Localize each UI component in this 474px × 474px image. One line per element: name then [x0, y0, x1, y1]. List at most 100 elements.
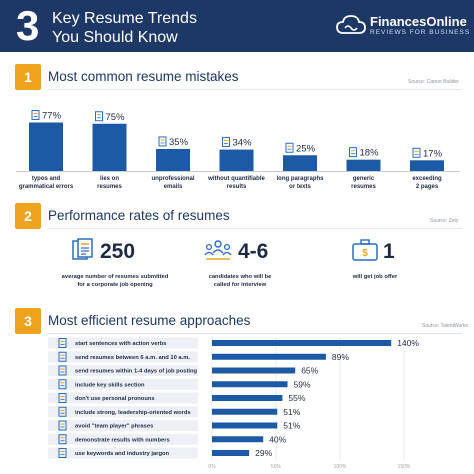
- mistake-bar-4: [283, 155, 317, 171]
- stat-candidates-value: 4-6: [238, 240, 269, 263]
- approach-row-bg-1: [48, 351, 198, 363]
- approach-value-label-4: 55%: [288, 393, 305, 403]
- stat-resumes-label-line1: average number of resumes submitted: [61, 274, 169, 280]
- briefcase-icon: $: [352, 239, 378, 261]
- mistake-category-label-4-0: long paragraphs: [276, 176, 324, 182]
- clock-icon: [58, 351, 67, 362]
- stat-candidates-label: candidates who will be called for interv…: [190, 273, 290, 289]
- approach-bar-1: [212, 353, 326, 360]
- section3-number: 3: [15, 308, 41, 334]
- section3-title: Most efficient resume approaches: [48, 313, 251, 328]
- stat-resumes-label-line2: for a corporate job opening: [77, 282, 153, 288]
- approach-tick-label-3: 150%: [398, 464, 411, 470]
- person-icon: [58, 393, 67, 403]
- lie-document-icon: [95, 111, 103, 122]
- approach-category-label-6: avoid "team player" phrases: [75, 424, 153, 430]
- approach-value-label-5: 51%: [283, 407, 300, 417]
- approach-category-label-3: include key skills section: [75, 382, 145, 388]
- approach-value-label-6: 51%: [283, 421, 300, 431]
- mistake-category-label-5-0: generic: [353, 176, 375, 182]
- approach-value-label-3: 59%: [294, 379, 311, 389]
- approach-row-bg-8: [48, 447, 198, 459]
- mistake-category-label-0-0: typos and: [32, 176, 61, 182]
- approach-category-label-8: use keywords and industry jargon: [75, 451, 170, 457]
- mistake-category-label-5-1: resumes: [351, 184, 376, 190]
- mistake-category-label-2-1: emails: [164, 184, 183, 190]
- brand-name: FinancesOnline: [370, 14, 467, 29]
- section2-divider: [48, 228, 462, 229]
- approach-category-label-7: demonstrate results with numbers: [75, 437, 170, 443]
- numbers-icon: [58, 434, 67, 445]
- approach-bar-5: [212, 408, 278, 415]
- header-title-line2: You Should Know: [52, 29, 178, 46]
- approach-category-label-1: send resumes between 6 a.m. and 10 a.m.: [75, 355, 190, 361]
- stat-candidates-label-line1: candidates who will be: [208, 274, 272, 280]
- svg-text:$: $: [362, 248, 368, 259]
- calendar-icon: [58, 365, 67, 376]
- approach-row-bg-7: [48, 433, 198, 445]
- generic-document-icon: [349, 147, 357, 158]
- brand-logo: FinancesOnline REVIEWS FOR BUSINESS: [336, 12, 469, 42]
- stat-offer-label-line1: will get job offer: [352, 274, 398, 280]
- approach-row-bg-0: [48, 337, 198, 349]
- approach-bar-8: [212, 450, 250, 456]
- mistake-bar-5: [346, 159, 381, 171]
- brand-tagline: REVIEWS FOR BUSINESS: [370, 29, 471, 36]
- approaches-bar-chart: 0% 50% 100% 150% start sentences with action…: [48, 337, 419, 470]
- approach-bar-3: [212, 381, 288, 388]
- mistake-category-label-2-0: unprofessional: [151, 176, 194, 182]
- pages-icon: [412, 147, 421, 158]
- approach-value-label-8: 29%: [255, 448, 272, 458]
- approach-bar-2: [212, 367, 296, 374]
- stat-offer-label: will get job offer: [330, 273, 420, 281]
- header-banner: 3 Key Resume Trends You Should Know Fina…: [0, 0, 474, 52]
- mistake-category-label-4-1: or texts: [289, 184, 311, 190]
- approach-category-label-4: don't use personal pronouns: [75, 396, 155, 402]
- approach-tick-label-1: 50%: [271, 464, 282, 470]
- verb-icon: [58, 338, 67, 348]
- section1-number: 1: [15, 64, 41, 90]
- mistake-value-label-3: 34%: [233, 138, 253, 149]
- approach-row-bg-4: [48, 392, 198, 404]
- list-icon: [58, 379, 67, 390]
- section3-source: Source: TalentWorks: [422, 323, 468, 329]
- approach-bar-6: [212, 422, 278, 429]
- mistake-category-label-0-1: grammatical errors: [19, 184, 74, 190]
- stat-resumes-label: average number of resumes submitted for …: [40, 273, 190, 289]
- mistake-category-label-6-1: 2 pages: [416, 184, 439, 190]
- mistake-bar-3: [219, 149, 254, 171]
- approach-bar-0: [212, 340, 392, 346]
- mistake-category-label-1-1: resumes: [97, 184, 122, 190]
- section2-number: 2: [15, 203, 41, 229]
- mistake-value-label-1: 75%: [106, 112, 126, 123]
- chart-document-icon: [222, 137, 230, 148]
- mistake-category-label-3-1: results: [227, 184, 247, 190]
- mistake-bar-2: [156, 148, 190, 171]
- mistakes-chart-baseline: [16, 171, 460, 172]
- approach-category-label-5: include strong, leadership-oriented word…: [75, 410, 191, 416]
- approach-value-label-2: 65%: [301, 366, 318, 376]
- header-title: Key Resume Trends You Should Know: [52, 9, 197, 47]
- mistake-bar-6: [410, 160, 444, 171]
- warning-document-icon: [31, 109, 40, 120]
- candidates-group-icon: [204, 240, 232, 260]
- mistake-category-label-6-0: exceeding: [412, 176, 442, 182]
- mistake-value-label-2: 35%: [169, 137, 189, 148]
- resumes-stack-icon: [72, 238, 93, 260]
- section3-divider: [48, 333, 462, 334]
- approach-row-bg-5: [48, 406, 198, 418]
- mistake-category-label-1-0: lies on: [100, 176, 119, 182]
- stat-resumes-value: 250: [100, 240, 136, 263]
- approach-category-label-0: start sentences with action verbs: [75, 341, 167, 347]
- mistake-category-label-3-0: without quantifiable: [207, 176, 265, 182]
- mistake-bar-1: [92, 123, 127, 171]
- section2-title: Performance rates of resumes: [48, 208, 230, 223]
- approach-row-bg-6: [48, 420, 198, 431]
- mistake-value-label-5: 18%: [360, 148, 380, 159]
- keyword-icon: [58, 448, 67, 458]
- approach-tick-label-2: 100%: [334, 464, 347, 470]
- mistake-value-label-4: 25%: [296, 143, 316, 154]
- stat-candidates-label-line2: called for interview: [213, 282, 267, 288]
- mistake-value-label-0: 77%: [42, 110, 62, 121]
- stat-offer-value: 1: [383, 240, 395, 263]
